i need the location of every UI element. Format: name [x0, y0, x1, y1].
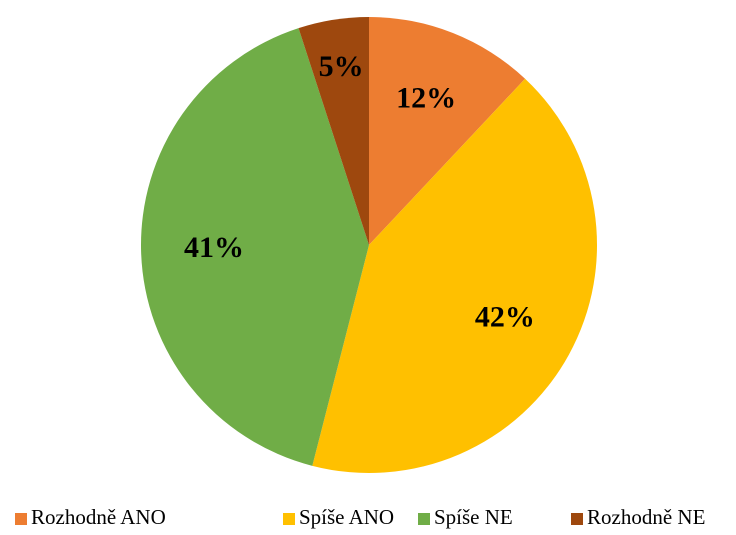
legend-swatch [418, 513, 430, 525]
pie-slice [312, 78, 597, 473]
data-label: 42% [475, 301, 535, 334]
legend-label: Spíše ANO [299, 505, 394, 529]
legend-swatch [283, 513, 295, 525]
legend-label: Spíše NE [434, 505, 513, 529]
data-label: 5% [319, 50, 364, 83]
legend-swatch [15, 513, 27, 525]
legend-swatch [571, 513, 583, 525]
data-label: 41% [184, 231, 244, 264]
pie-slice [140, 28, 369, 466]
legend-label: Rozhodně NE [587, 505, 705, 529]
legend-label: Rozhodně ANO [31, 505, 166, 529]
data-label: 12% [396, 82, 456, 115]
pie-slice [298, 17, 369, 245]
pie-slice [369, 17, 526, 245]
